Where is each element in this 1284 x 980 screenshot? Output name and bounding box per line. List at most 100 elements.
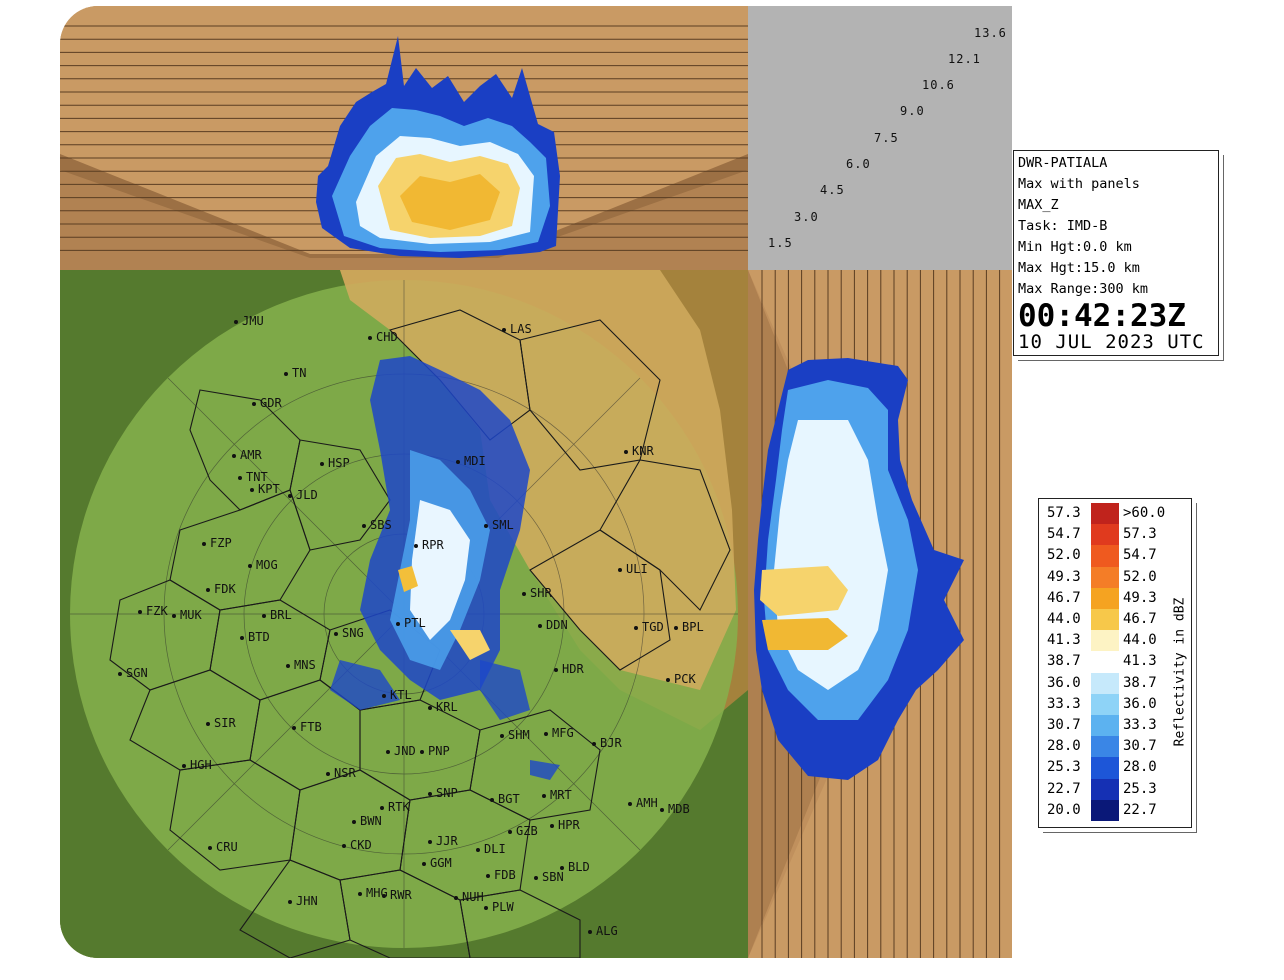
legend-high-value: 54.7 (1123, 547, 1157, 564)
legend-low-value: 44.0 (1047, 611, 1081, 627)
legend-row: 33.3 36.0 (1039, 693, 1169, 715)
legend-high-value: 30.7 (1123, 738, 1157, 755)
top-cross-section-panel (60, 6, 748, 270)
legend-row: 46.7 49.3 (1039, 587, 1169, 609)
height-label: 13.6 (974, 26, 1007, 40)
city-label: MRT (542, 788, 572, 802)
legend-high-value: 25.3 (1123, 780, 1157, 797)
city-label: KPT (250, 482, 280, 496)
legend-high-value: >60.0 (1123, 505, 1166, 521)
task-name: Task: IMD-B (1018, 218, 1108, 234)
legend-swatch (1091, 651, 1119, 673)
legend-low-value: 38.7 (1047, 653, 1081, 670)
legend-low-value: 52.0 (1047, 547, 1081, 564)
top-cross-section-svg (60, 25, 748, 270)
legend-high-value: 49.3 (1123, 589, 1157, 606)
city-label: JJR (428, 834, 458, 848)
legend-swatch (1091, 566, 1119, 588)
city-label: MDB (660, 802, 690, 816)
legend-row: 38.7 41.3 (1039, 651, 1169, 673)
city-label: DLI (476, 842, 506, 856)
legend-low-value: 22.7 (1047, 780, 1081, 797)
city-label: PNP (420, 744, 450, 758)
legend-row: 41.3 44.0 (1039, 630, 1169, 652)
legend-swatch (1091, 715, 1119, 737)
observation-time: 00:42:23Z (1018, 298, 1186, 334)
reflectivity-legend: 57.3 >60.0 54.7 57.3 52.0 54.7 49.3 52.0 46.7 49.… (1038, 498, 1192, 828)
legend-low-value: 46.7 (1047, 589, 1081, 606)
legend-swatch (1091, 587, 1119, 609)
legend-low-value: 33.3 (1047, 695, 1081, 712)
product-name: Max with panels (1018, 176, 1140, 192)
legend-low-value: 57.3 (1047, 505, 1081, 521)
map-svg (60, 270, 748, 958)
city-label: SBN (534, 870, 564, 884)
city-label: JHN (288, 894, 318, 908)
legend-low-value: 30.7 (1047, 717, 1081, 733)
city-label: BRL (262, 608, 292, 622)
city-label: FZK (138, 604, 168, 618)
city-label: TGD (634, 620, 664, 634)
height-label: 10.6 (922, 78, 955, 92)
legend-swatch (1091, 799, 1119, 821)
city-label: MNS (286, 658, 316, 672)
city-label: HDR (554, 662, 584, 676)
max-range: Max Range:300 km (1018, 281, 1149, 297)
legend-swatch (1091, 609, 1119, 631)
legend-swatch (1091, 630, 1119, 652)
city-label: GDR (252, 396, 282, 410)
city-label: ULI (618, 562, 648, 576)
station-info-box: DWR-PATIALA Max with panels MAX_Z Task: … (1013, 150, 1219, 356)
legend-swatch (1091, 757, 1119, 779)
city-label: HSP (320, 456, 350, 470)
city-label: FDB (486, 868, 516, 882)
legend-high-value: 57.3 (1123, 526, 1157, 543)
city-label: SML (484, 518, 514, 532)
height-label: 6.0 (846, 157, 871, 171)
legend-row: 54.7 57.3 (1039, 524, 1169, 546)
height-scale-panel: 13.6 12.1 10.6 9.0 7.5 6.0 4.5 3.0 1.5 (748, 6, 1012, 270)
legend-row: 36.0 38.7 (1039, 672, 1169, 694)
city-label: KTL (382, 688, 412, 702)
city-label: SHM (500, 728, 530, 742)
legend-row: 28.0 30.7 (1039, 736, 1169, 758)
city-label: SGN (118, 666, 148, 680)
city-label: BLD (560, 860, 590, 874)
radar-display: 13.6 12.1 10.6 9.0 7.5 6.0 4.5 3.0 1.5 (60, 6, 1012, 958)
legend-swatch (1091, 778, 1119, 800)
city-label: LAS (502, 322, 532, 336)
city-label: RTK (380, 800, 410, 814)
max-height: Max Hgt:15.0 km (1018, 260, 1140, 276)
legend-swatch (1091, 503, 1119, 525)
legend-row: 49.3 52.0 (1039, 566, 1169, 588)
city-label: TN (283, 366, 307, 380)
legend-low-value: 54.7 (1047, 526, 1081, 543)
city-label: BJR (592, 736, 622, 750)
legend-high-value: 28.0 (1123, 759, 1157, 776)
legend-high-value: 41.3 (1123, 653, 1157, 670)
city-label: FDK (206, 582, 236, 596)
legend-swatch (1091, 672, 1119, 694)
city-label: BGT (490, 792, 520, 806)
legend-swatch (1091, 736, 1119, 758)
legend-high-value: 36.0 (1123, 695, 1157, 712)
right-echo (754, 358, 964, 780)
legend-swatch (1091, 524, 1119, 546)
city-label: TNT (238, 470, 268, 484)
legend-low-value: 28.0 (1047, 738, 1081, 755)
city-label: SIR (206, 716, 236, 730)
legend-low-value: 36.0 (1047, 674, 1081, 691)
city-label: CRU (208, 840, 238, 854)
city-label: RWR (382, 888, 412, 902)
city-label: MOG (248, 558, 278, 572)
map-panel: JMU CHD LAS TN GDR AMR TNT KPT JLD HSP M… (60, 270, 748, 958)
city-label: HGH (182, 758, 212, 772)
legend-row: 22.7 25.3 (1039, 778, 1169, 800)
city-label: ALG (588, 924, 618, 938)
legend-high-value: 52.0 (1123, 568, 1157, 585)
height-label: 7.5 (874, 131, 899, 145)
height-label: 9.0 (900, 104, 925, 118)
city-label: NSR (326, 766, 356, 780)
city-label: MFG (544, 726, 574, 740)
city-label: DDN (538, 618, 568, 632)
